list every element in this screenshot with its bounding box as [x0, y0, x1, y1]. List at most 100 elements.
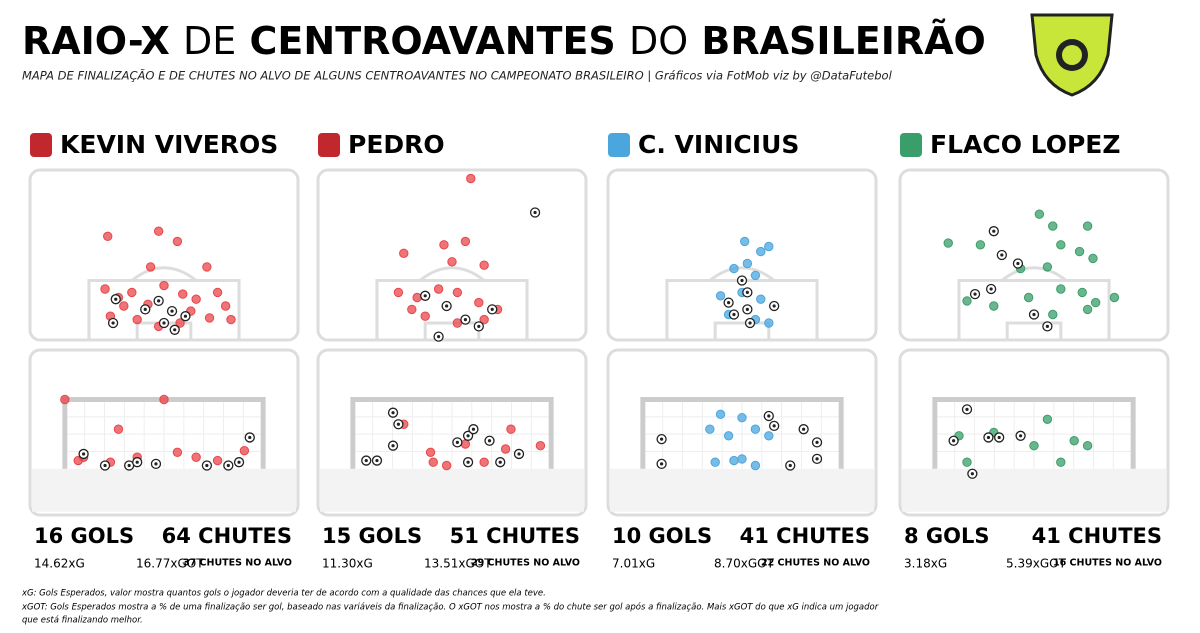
shot	[723, 431, 734, 441]
shot	[1042, 262, 1053, 272]
goal-shot	[244, 432, 255, 443]
six-yard-box	[1005, 321, 1063, 342]
title-part: CENTROAVANTES	[250, 19, 616, 63]
goal-ground	[610, 468, 874, 512]
shot	[1048, 309, 1058, 320]
goal-shot	[158, 317, 170, 329]
shot	[425, 447, 436, 457]
shot	[1023, 292, 1034, 303]
goal-shot	[1012, 258, 1024, 269]
goal-shot	[961, 404, 973, 415]
shot	[962, 296, 972, 306]
shot	[729, 455, 739, 466]
shot	[239, 445, 250, 456]
goal-shot	[78, 448, 89, 460]
ball-center	[487, 439, 492, 443]
xgot: 16.77xGOT	[136, 557, 204, 571]
goal-shot	[201, 460, 213, 471]
shot	[60, 394, 70, 405]
xgot: 13.51xGOT	[424, 557, 492, 571]
goal-shot	[785, 460, 796, 471]
shot	[1082, 304, 1093, 315]
ball-center	[1000, 253, 1004, 257]
shot	[452, 287, 463, 298]
ball-center	[989, 287, 993, 291]
shot	[756, 246, 766, 257]
shot	[172, 236, 183, 247]
goal-shot	[948, 435, 959, 446]
shot	[764, 318, 774, 328]
shot	[1048, 221, 1058, 231]
footnote: que está finalizando melhor.	[22, 616, 143, 626]
league-logo	[1030, 13, 1114, 97]
shot	[428, 457, 438, 467]
goal-shot	[487, 304, 498, 315]
ball-center	[727, 301, 731, 305]
goal-shot	[513, 448, 525, 460]
goal-shot	[994, 432, 1005, 443]
shot	[756, 294, 766, 304]
ball-center	[992, 229, 996, 233]
goal-shot	[1028, 309, 1040, 320]
shot	[159, 280, 169, 291]
ball-center	[391, 444, 395, 448]
shot	[506, 424, 516, 434]
shot	[535, 441, 546, 451]
goal-shot	[153, 295, 164, 307]
shot	[1077, 287, 1087, 298]
ball-center	[173, 328, 177, 332]
goal-shot	[460, 314, 471, 325]
goal-frame	[350, 397, 554, 469]
ball-center	[143, 307, 147, 311]
shot	[466, 173, 476, 184]
footnote: xGOT: Gols Esperados mostra a % de uma f…	[21, 602, 879, 613]
ball-center	[1016, 261, 1020, 266]
ball-center	[103, 463, 107, 468]
ball-center	[732, 312, 736, 317]
xg: 7.01xG	[612, 557, 655, 571]
goal-shot	[988, 226, 999, 237]
goal-shot	[769, 420, 780, 432]
goal-shot	[983, 432, 994, 443]
player-name: FLACO LOPEZ	[930, 130, 1120, 159]
goal-ground	[320, 468, 584, 512]
goal-shot	[361, 455, 372, 466]
shot	[175, 318, 185, 328]
goal-shot	[529, 207, 541, 218]
goal-shot	[462, 430, 474, 441]
goal-shot	[393, 419, 404, 430]
shot	[226, 314, 236, 325]
goal-shot	[468, 424, 479, 435]
shot	[100, 284, 110, 294]
ball-center	[226, 463, 230, 468]
team-badge	[318, 133, 340, 157]
goal-shot	[110, 294, 121, 305]
shot	[145, 262, 156, 272]
ball-center	[463, 318, 467, 322]
ball-center	[815, 440, 819, 444]
shot	[737, 412, 747, 423]
shot	[220, 301, 231, 311]
ball-center	[997, 435, 1001, 440]
goals-total: 16 GOLS	[34, 524, 134, 548]
ball-center	[772, 424, 776, 428]
shot	[399, 248, 409, 259]
ball-center	[952, 439, 956, 443]
goal-shot	[656, 433, 667, 445]
goal-shot	[441, 300, 452, 312]
ball-center	[517, 452, 521, 456]
shot	[132, 314, 142, 325]
shot	[479, 314, 489, 325]
shot	[1090, 297, 1101, 308]
shot	[127, 287, 137, 298]
shot	[975, 240, 986, 250]
shot	[479, 457, 489, 467]
shot	[1029, 441, 1039, 451]
ball-center	[170, 309, 174, 313]
shot	[103, 231, 113, 242]
ball-center	[815, 457, 819, 461]
pitch-panel	[316, 168, 588, 342]
ball-center	[970, 472, 974, 476]
on-target: 37 CHUTES NO ALVO	[183, 558, 292, 569]
